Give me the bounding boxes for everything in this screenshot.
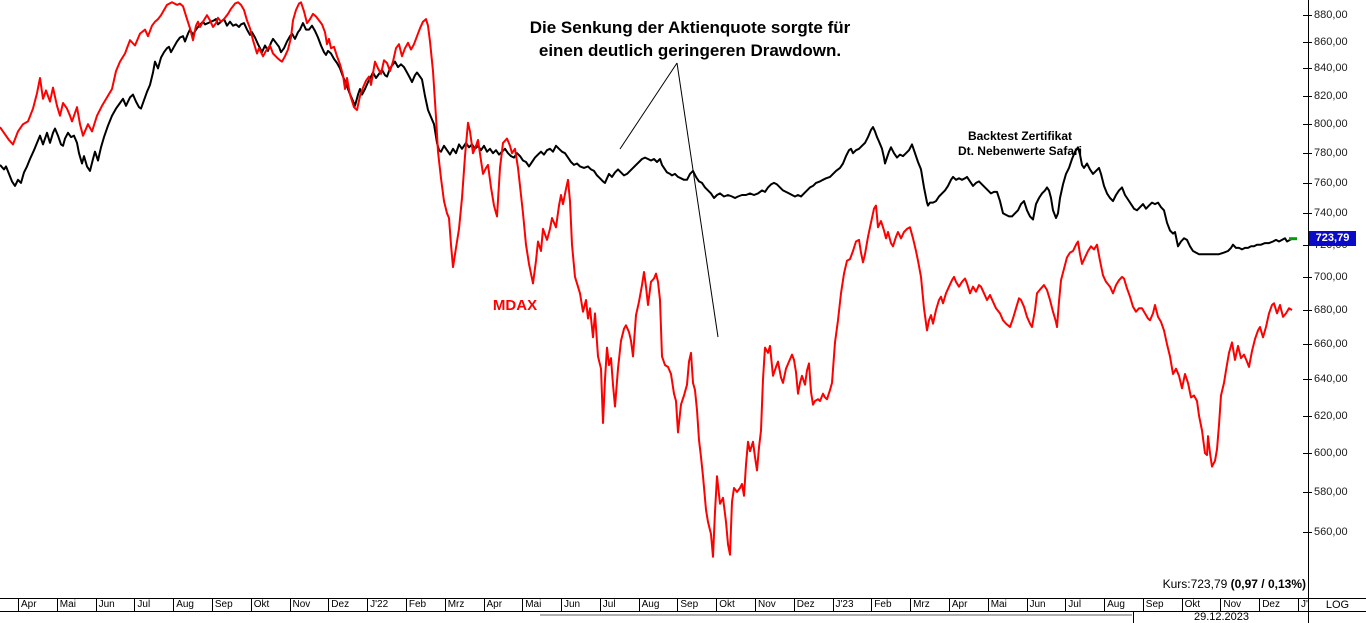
- x-axis: Apr Mai Jun Jul Aug Sep Okt Nov Dez J'22 Feb Mrz Apr…: [0, 598, 1308, 612]
- y-tick-label: 640,00: [1314, 373, 1348, 386]
- y-tick-mark: [1303, 153, 1312, 155]
- x-month-cell: Mrz: [910, 599, 949, 611]
- y-tick-label: 680,00: [1314, 304, 1348, 316]
- y-tick-label: 820,00: [1314, 90, 1348, 102]
- x-month-cell: Okt: [716, 599, 755, 611]
- x-month-cell: Aug: [1104, 599, 1143, 611]
- kurs-status: Kurs:723,79 (0,97 / 0,13%): [956, 577, 1306, 591]
- y-tick-label: 600,00: [1314, 447, 1348, 460]
- x-month-cell: Apr: [18, 599, 57, 611]
- x-month-cell: Feb: [871, 599, 910, 611]
- y-tick-label: 800,00: [1314, 118, 1348, 131]
- x-month-cell: Jun: [561, 599, 600, 611]
- price-chart-canvas: [0, 1, 1297, 558]
- y-tick-label: 700,00: [1314, 270, 1348, 283]
- y-tick-label: 660,00: [1314, 338, 1348, 351]
- x-month-cell: Mrz: [444, 599, 484, 611]
- y-tick-mark: [1303, 415, 1312, 417]
- y-tick-mark: [1303, 68, 1312, 70]
- x-month-cell: Nov: [755, 599, 794, 611]
- annotation-line-1: Die Senkung der Aktienquote sorgte für: [529, 18, 851, 37]
- y-tick-label: 580,00: [1314, 485, 1348, 498]
- y-tick-mark: [1303, 453, 1312, 455]
- black-series-label-line1: Backtest Zertifikat: [967, 129, 1073, 143]
- red-series-label: MDAX: [492, 297, 538, 314]
- x-month-cell: Nov: [1220, 599, 1259, 611]
- x-month-cell: Apr: [483, 599, 523, 611]
- y-tick-mark: [1303, 244, 1312, 246]
- y-tick-mark: [1303, 213, 1312, 215]
- y-tick-label: 560,00: [1314, 526, 1348, 538]
- x-month-cell: Sep: [677, 599, 716, 611]
- x-month-cell: Aug: [173, 599, 212, 611]
- black-series-label-line2: Dt. Nebenwerte Safari: [957, 144, 1083, 158]
- y-tick-mark: [1303, 379, 1312, 381]
- series-line-mdax: [0, 1, 1293, 558]
- y-axis: 880,00 860,00 840,00 820,00 800,00 780,00 760,…: [1303, 0, 1366, 598]
- x-month-cell: Sep: [1142, 599, 1182, 611]
- x-month-cell: Mai: [522, 599, 561, 611]
- y-axis-line: [1308, 0, 1309, 623]
- chart-annotation: Die Senkung der Aktienquote sorgte für e…: [480, 16, 900, 62]
- y-tick-label: 880,00: [1314, 9, 1348, 22]
- y-tick-mark: [1303, 41, 1312, 43]
- y-tick-mark: [1303, 344, 1312, 346]
- y-tick-mark: [1303, 96, 1312, 97]
- annotation-line-2: einen deutlich geringeren Drawdown.: [538, 41, 842, 60]
- y-tick-label: 740,00: [1314, 207, 1348, 220]
- x-month-cell: Mai: [987, 599, 1027, 611]
- x-month-cell: Jul: [1065, 599, 1104, 611]
- y-tick-mark: [1303, 182, 1312, 184]
- black-series-label: Backtest Zertifikat Dt. Nebenwerte Safar…: [935, 129, 1105, 159]
- x-month-cell: J'22: [367, 599, 406, 611]
- cursor-date: 29.12.2023: [1133, 612, 1309, 623]
- last-price-badge: 723,79: [1309, 231, 1356, 247]
- x-month-cell: Jul: [134, 599, 173, 611]
- log-scale-toggle[interactable]: LOG: [1309, 598, 1366, 612]
- y-tick-label: 620,00: [1314, 409, 1348, 422]
- x-month-cell: Aug: [638, 599, 678, 611]
- y-tick-label: 840,00: [1314, 62, 1348, 75]
- series-line-backtest: [0, 18, 1293, 256]
- kurs-value: Kurs:723,79: [1162, 577, 1231, 591]
- x-month-cell: Jul: [599, 599, 639, 611]
- x-month-cell: Feb: [405, 599, 445, 611]
- x-month-cell: Dez: [793, 599, 833, 611]
- x-month-cell: Mai: [56, 599, 96, 611]
- x-month-cell: Okt: [1181, 599, 1221, 611]
- x-month-cell: J'24: [1298, 599, 1308, 611]
- x-month-cell: Jun: [1026, 599, 1066, 611]
- kurs-change: (0,97 / 0,13%): [1230, 577, 1306, 591]
- y-tick-label: 780,00: [1314, 147, 1348, 160]
- y-tick-mark: [1303, 15, 1312, 17]
- x-month-cell: Apr: [948, 599, 988, 611]
- y-tick-mark: [1303, 532, 1312, 533]
- annotation-pointer-line-1: [619, 62, 678, 150]
- x-month-cell: Sep: [211, 599, 251, 611]
- y-tick-label: 860,00: [1314, 35, 1348, 48]
- x-month-cell: J'23: [832, 599, 872, 611]
- chart-plot-area[interactable]: [0, 0, 1308, 598]
- x-month-cell: Jun: [95, 599, 135, 611]
- x-month-cell: Okt: [250, 599, 290, 611]
- y-tick-label: 760,00: [1314, 176, 1348, 189]
- annotation-pointer-line-2: [676, 62, 719, 338]
- x-month-cell: Nov: [289, 599, 329, 611]
- y-tick-mark: [1303, 124, 1312, 126]
- x-month-cell: Dez: [328, 599, 367, 611]
- last-price-tick: [1289, 237, 1297, 241]
- horizontal-scrollbar[interactable]: [540, 614, 1132, 616]
- y-tick-mark: [1303, 310, 1312, 311]
- x-month-cell: Dez: [1259, 599, 1298, 611]
- y-tick-mark: [1303, 276, 1312, 278]
- y-tick-mark: [1303, 491, 1312, 493]
